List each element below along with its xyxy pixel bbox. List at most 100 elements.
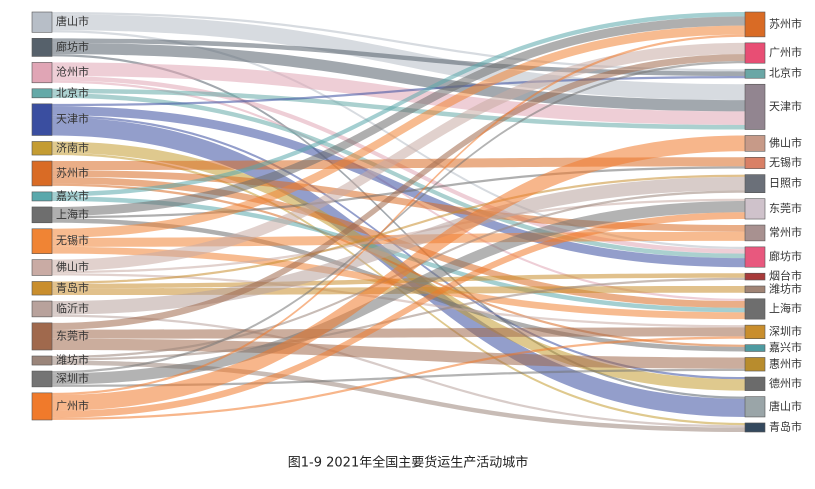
flow-link [52,42,745,271]
target-node [744,396,766,418]
source-node [31,11,53,33]
target-label: 东莞市 [769,201,802,215]
target-node [744,298,766,320]
flow-link [52,135,745,411]
target-label: 廊坊市 [769,249,802,263]
flow-link [52,54,745,330]
flow-link [52,198,745,274]
target-label: 嘉兴市 [769,340,802,354]
source-label: 嘉兴市 [56,188,89,202]
target-label: 德州市 [769,376,802,390]
source-node [31,160,53,187]
target-label: 广州市 [769,45,802,59]
target-node [744,157,766,169]
source-node [31,392,53,421]
caption: 图1-9 2021年全国主要货运生产活动城市 [288,455,528,471]
source-node [31,141,53,156]
source-label: 天津市 [56,112,89,126]
flow-link [52,327,745,339]
target-label: 惠州市 [769,356,802,370]
target-node [744,357,766,372]
target-label: 佛山市 [769,135,802,149]
target-node [744,135,766,152]
source-node [31,300,53,318]
source-node [31,206,53,224]
flow-link [52,176,745,315]
source-node [31,281,53,296]
flow-link [52,314,745,428]
target-node [744,42,766,64]
flow-link [52,88,745,130]
source-label: 广州市 [56,398,89,412]
target-label: 深圳市 [769,324,802,338]
source-label: 唐山市 [56,14,89,28]
source-label: 青岛市 [56,280,89,294]
target-label: 天津市 [769,99,802,113]
target-node [744,11,766,38]
source-label: 济南市 [56,140,89,154]
flow-link [52,62,745,125]
flow-link [52,76,745,107]
source-node [31,355,53,366]
flow-link [52,196,745,313]
flow-link [52,93,745,259]
flow-link [52,16,745,216]
source-label: 无锡市 [56,233,89,247]
source-label: 沧州市 [56,65,89,79]
target-label: 苏州市 [769,16,802,30]
target-node [744,246,766,268]
source-node [31,62,53,84]
target-node [744,376,766,391]
source-label: 上海市 [56,207,89,221]
target-node [744,324,766,339]
target-node [744,285,766,294]
target-node [744,272,766,281]
source-label: 苏州市 [56,165,89,179]
flow-link [52,38,745,76]
flow-link [52,336,745,420]
flow-link [52,12,745,197]
flow-link [52,30,745,250]
flow-link [52,157,745,171]
source-node [31,370,53,388]
source-node [31,228,53,254]
target-node [744,68,766,79]
flow-link [52,25,745,238]
target-label: 常州市 [769,225,802,239]
target-label: 烟台市 [769,269,802,283]
source-label: 东莞市 [56,328,89,342]
target-label: 日照市 [769,176,802,190]
source-node [31,38,53,57]
source-node [31,191,53,202]
source-node [31,88,53,99]
target-label: 青岛市 [769,419,802,433]
source-node [31,103,53,136]
flow-link [52,174,745,284]
target-node [744,174,766,193]
target-label: 唐山市 [769,399,802,413]
flow-link [52,34,745,396]
source-label: 北京市 [56,85,89,99]
flow-link [52,200,745,385]
target-node [744,344,766,352]
source-node [31,322,53,351]
target-node [744,198,766,220]
flow-link [52,12,745,72]
flow-link [52,54,745,399]
flow-link [52,360,745,432]
source-label: 佛山市 [56,260,89,274]
flow-link [52,338,745,369]
target-node [744,83,766,130]
target-label: 潍坊市 [769,281,802,295]
target-label: 上海市 [769,301,802,315]
source-label: 临沂市 [56,301,89,315]
target-node [744,422,766,433]
flow-link [52,106,745,268]
source-node [31,259,53,276]
source-label: 深圳市 [56,371,89,385]
flow-link [52,273,745,328]
flow-link [52,170,745,232]
target-label: 无锡市 [769,155,802,169]
